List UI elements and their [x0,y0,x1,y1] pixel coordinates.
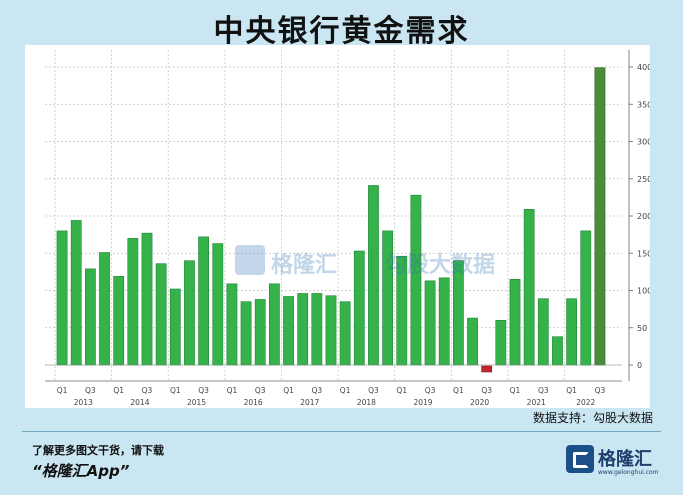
bar [283,296,294,366]
x-tick-label: Q1 [566,386,577,395]
bar [198,236,210,366]
bar [566,298,578,366]
x-tick-label: Q1 [453,386,464,395]
y-tick-label: 150 [637,249,650,258]
x-tick-label: Q3 [538,386,549,395]
year-label: 2013 [74,398,93,407]
data-source: 数据支持：勾股大数据 [532,411,653,425]
bar [268,283,280,366]
grid-lines [45,50,622,381]
x-tick-label: Q3 [368,386,379,395]
bar [311,293,323,366]
x-tick-label: Q1 [227,386,238,395]
year-label: 2018 [357,398,376,407]
y-tick-label: 300 [637,138,650,147]
bar [169,288,181,366]
bar [495,319,507,366]
year-label: 2020 [470,398,489,407]
bar [99,252,110,366]
bar [56,230,68,366]
bar [410,194,422,366]
x-tick-label: Q3 [85,386,96,395]
year-label: 2016 [244,398,263,407]
y-tick-label: 350 [637,100,650,109]
bar [155,263,167,366]
x-tick-label: Q3 [425,386,436,395]
bar [254,299,266,366]
bar [368,185,379,366]
y-tick-label: 50 [637,324,647,333]
x-tick-label: Q3 [312,386,323,395]
bar [240,301,252,366]
bar [537,298,549,366]
bar [70,220,82,366]
year-label: 2021 [527,398,546,407]
bar [297,293,309,366]
bar [84,268,96,366]
bar [226,283,238,366]
brand-logo: 格隆汇 www.gelonghui.com [566,443,659,483]
y-tick-label: 0 [637,361,642,370]
bars [56,67,606,373]
bar [481,365,493,373]
bar [184,260,195,366]
y-tick-label: 250 [637,175,650,184]
bar [212,243,224,366]
x-tick-label: Q3 [255,386,266,395]
bar [467,317,478,366]
x-tick-label: Q1 [510,386,521,395]
bar [509,279,521,366]
x-tick-label: Q3 [142,386,153,395]
x-tick-label: Q3 [198,386,209,395]
y-tick-label: 400 [637,63,650,72]
x-tick-label: Q1 [170,386,181,395]
bar [353,250,365,366]
year-label: 2015 [187,398,206,407]
year-label: 2017 [300,398,319,407]
bar [325,295,337,366]
bar [580,230,592,366]
year-label: 2019 [413,398,432,407]
x-tick-label: Q1 [113,386,124,395]
x-tick-label: Q3 [481,386,492,395]
x-tick-label: Q3 [595,386,606,395]
year-label: 2014 [130,398,149,407]
bar [382,230,394,366]
bar [127,238,139,366]
bar-chart: 0 50 100 150 200 250 300 350 400 Q1 Q3 Q1 Q3 Q1 Q3 Q1 Q3… [45,50,650,407]
footer-divider [22,431,661,432]
bar [396,255,408,366]
bar [594,67,606,366]
axes: 0 50 100 150 200 250 300 350 400 Q1 Q3 Q1 Q3 Q1 Q3 Q1 Q3… [45,50,650,407]
x-tick-label: Q1 [57,386,68,395]
logo-icon [566,445,594,473]
chart-title: 中央银行黄金需求 [213,14,470,49]
bar [424,280,436,366]
footer-hint: 了解更多图文干货，请下载 [32,444,164,457]
footer-app-name: “格隆汇App” [32,462,130,480]
y-tick-label: 100 [637,287,650,296]
y-tick-label: 200 [637,212,650,221]
bar [452,260,464,366]
logo-url: www.gelonghui.com [598,469,659,476]
x-tick-label: Q1 [396,386,407,395]
plot-area: 0 50 100 150 200 250 300 350 400 Q1 Q3 Q1 Q3 Q1 Q3 Q1 Q3… [25,45,650,408]
bar [141,232,153,366]
logo-text: 格隆汇 [598,449,652,470]
x-tick-label: Q1 [283,386,294,395]
x-tick-label: Q1 [340,386,351,395]
bar [552,336,563,366]
bar [339,301,351,366]
bar [113,276,125,366]
bar [523,208,535,366]
year-label: 2022 [576,398,595,407]
bar [438,277,450,366]
